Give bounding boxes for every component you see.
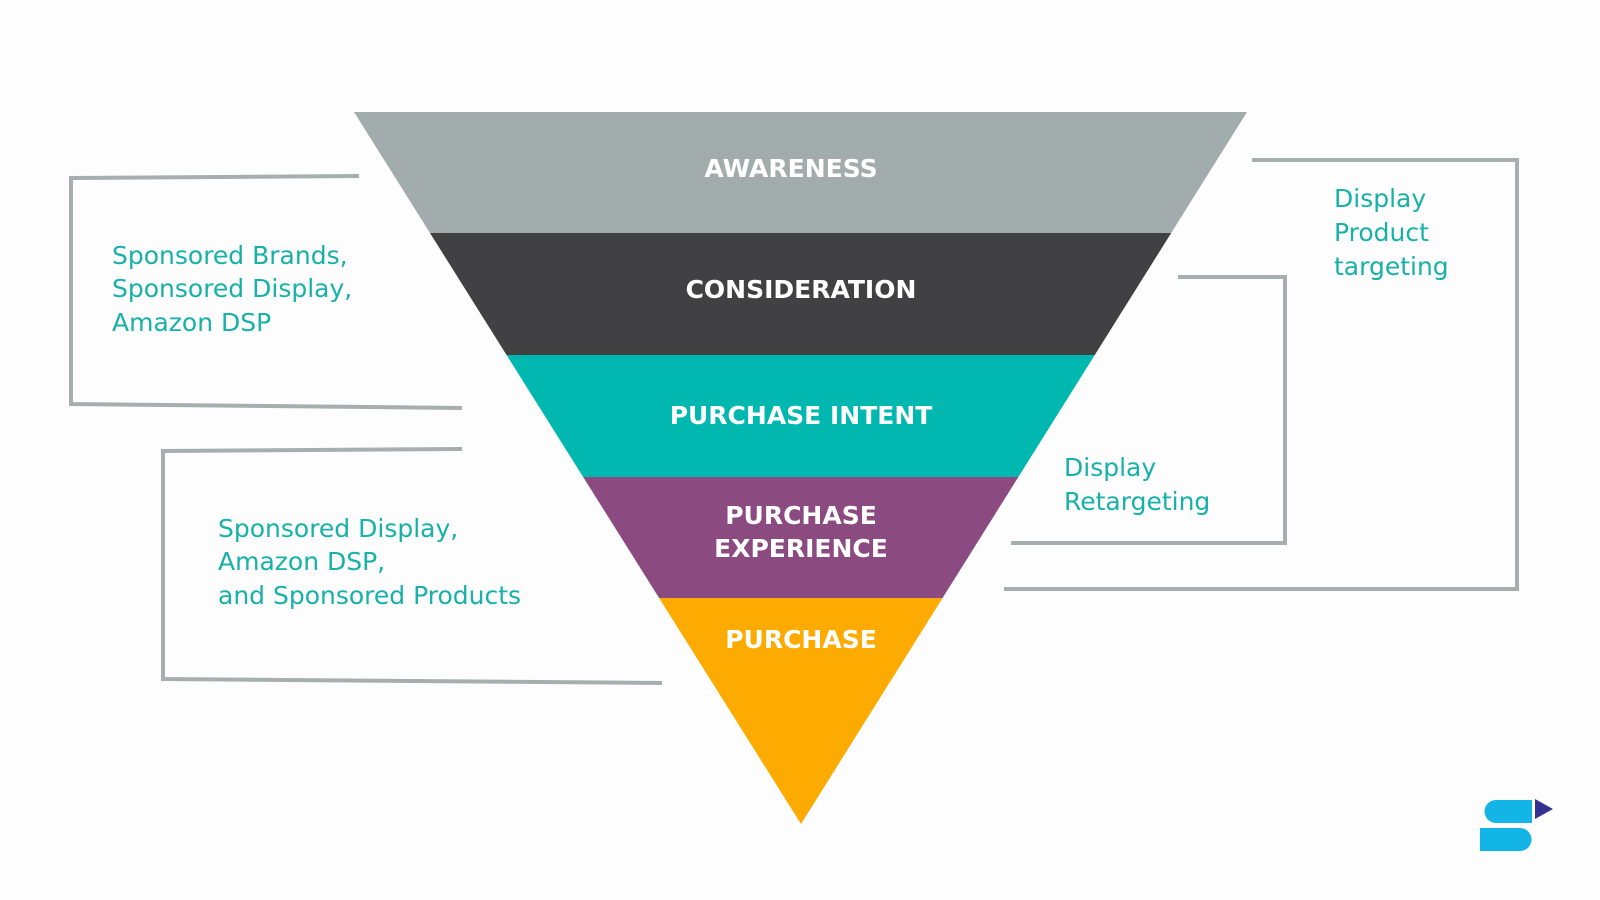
funnel-stage-label: PURCHASE (725, 625, 877, 654)
brand-logo-icon (1480, 799, 1553, 851)
bracket-upper-left (69, 174, 463, 410)
funnel-stage-3 (506, 355, 1095, 477)
annotation-product-targeting: Display Product targeting (1334, 184, 1449, 281)
funnel-stage-1 (354, 112, 1247, 233)
bracket-outer-right (1004, 158, 1519, 591)
annotation-lower-funnel: Sponsored Display, Amazon DSP, and Spons… (218, 514, 521, 610)
funnel-stage-label: PURCHASE INTENT (670, 401, 933, 430)
funnel-labels: AWARENESS CONSIDERATION PURCHASE INTENT PUR… (670, 154, 933, 654)
bracket-lower-left (161, 447, 663, 685)
funnel-stage-label: AWARENESS (704, 154, 877, 183)
funnel-stage-4 (583, 477, 1019, 598)
bracket-inner-right (1011, 275, 1287, 545)
annotation-upper-funnel: Sponsored Brands, Sponsored Display, Ama… (112, 241, 360, 337)
funnel-stage-2 (429, 233, 1172, 355)
funnel-stage-label: PURCHASE EXPERIENCE (714, 501, 888, 563)
funnel-stage-label: CONSIDERATION (686, 275, 917, 304)
funnel-stage-5 (659, 598, 943, 824)
funnel-stages (354, 112, 1247, 824)
annotation-retargeting: Display Retargeting (1064, 453, 1210, 516)
